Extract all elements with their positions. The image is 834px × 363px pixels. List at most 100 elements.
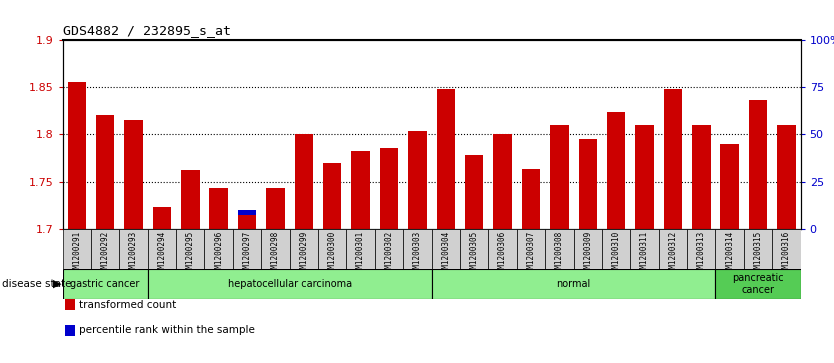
- Bar: [233, 229, 261, 269]
- Text: GSM1200312: GSM1200312: [668, 231, 677, 277]
- Bar: [351, 213, 369, 229]
- Bar: [636, 125, 654, 229]
- Text: percentile rank within the sample: percentile rank within the sample: [79, 325, 255, 335]
- Text: GSM1200294: GSM1200294: [158, 231, 167, 277]
- Text: normal: normal: [556, 279, 590, 289]
- Bar: [432, 229, 460, 269]
- Text: GSM1200308: GSM1200308: [555, 231, 564, 277]
- Bar: [176, 229, 204, 269]
- Text: GSM1200295: GSM1200295: [186, 231, 195, 277]
- Bar: [550, 125, 569, 229]
- Text: GSM1200309: GSM1200309: [583, 231, 592, 277]
- Text: GSM1200302: GSM1200302: [384, 231, 394, 277]
- Text: GSM1200303: GSM1200303: [413, 231, 422, 277]
- Bar: [148, 229, 176, 269]
- Bar: [607, 213, 626, 229]
- Bar: [602, 229, 631, 269]
- Bar: [692, 125, 711, 229]
- Text: GSM1200301: GSM1200301: [356, 231, 365, 277]
- Bar: [579, 139, 597, 229]
- Bar: [522, 169, 540, 229]
- Bar: [266, 188, 284, 229]
- Bar: [550, 213, 569, 229]
- Bar: [209, 188, 228, 229]
- Bar: [460, 229, 489, 269]
- Bar: [351, 151, 369, 229]
- Text: GSM1200306: GSM1200306: [498, 231, 507, 277]
- Bar: [181, 213, 199, 229]
- Bar: [124, 120, 143, 229]
- Bar: [346, 229, 374, 269]
- Bar: [119, 229, 148, 269]
- Text: GDS4882 / 232895_s_at: GDS4882 / 232895_s_at: [63, 24, 230, 37]
- Bar: [545, 229, 574, 269]
- Text: hepatocellular carcinoma: hepatocellular carcinoma: [228, 279, 352, 289]
- Bar: [489, 229, 517, 269]
- Text: ▶: ▶: [53, 279, 61, 289]
- Text: GSM1200292: GSM1200292: [101, 231, 109, 277]
- Bar: [96, 115, 114, 229]
- Bar: [636, 213, 654, 229]
- Bar: [408, 131, 427, 229]
- Bar: [323, 163, 341, 229]
- Bar: [687, 229, 716, 269]
- Bar: [153, 213, 171, 229]
- Bar: [408, 213, 427, 229]
- Bar: [522, 213, 540, 229]
- Bar: [379, 148, 399, 229]
- Bar: [517, 229, 545, 269]
- Bar: [374, 229, 403, 269]
- Text: GSM1200298: GSM1200298: [271, 231, 280, 277]
- Bar: [721, 144, 739, 229]
- Text: GSM1200315: GSM1200315: [754, 231, 762, 277]
- Bar: [294, 134, 313, 229]
- Bar: [63, 269, 148, 299]
- Bar: [494, 134, 512, 229]
- Bar: [494, 213, 512, 229]
- Bar: [721, 219, 739, 229]
- Bar: [294, 213, 313, 229]
- Bar: [68, 210, 86, 229]
- Bar: [749, 100, 767, 229]
- Bar: [744, 229, 772, 269]
- Text: GSM1200296: GSM1200296: [214, 231, 224, 277]
- Bar: [153, 207, 171, 229]
- Bar: [181, 170, 199, 229]
- Bar: [465, 213, 484, 229]
- Bar: [716, 269, 801, 299]
- Bar: [631, 229, 659, 269]
- Text: transformed count: transformed count: [79, 300, 177, 310]
- Bar: [777, 125, 796, 229]
- Bar: [664, 89, 682, 229]
- Bar: [777, 213, 796, 229]
- Text: gastric cancer: gastric cancer: [70, 279, 140, 289]
- Bar: [379, 213, 399, 229]
- Bar: [124, 210, 143, 229]
- Bar: [659, 229, 687, 269]
- Bar: [318, 229, 346, 269]
- Text: disease state: disease state: [2, 279, 71, 289]
- Text: GSM1200305: GSM1200305: [470, 231, 479, 277]
- Bar: [323, 213, 341, 229]
- Text: GSM1200310: GSM1200310: [611, 231, 620, 277]
- Bar: [607, 112, 626, 229]
- Text: GSM1200297: GSM1200297: [243, 231, 252, 277]
- Bar: [749, 213, 767, 229]
- Text: GSM1200313: GSM1200313: [696, 231, 706, 277]
- Bar: [238, 215, 256, 229]
- Bar: [436, 213, 455, 229]
- Text: pancreatic
cancer: pancreatic cancer: [732, 273, 784, 295]
- Bar: [63, 229, 91, 269]
- Bar: [96, 210, 114, 229]
- Bar: [68, 82, 86, 229]
- Text: GSM1200293: GSM1200293: [129, 231, 138, 277]
- Bar: [204, 229, 233, 269]
- Bar: [289, 229, 318, 269]
- Bar: [436, 89, 455, 229]
- Bar: [772, 229, 801, 269]
- Text: GSM1200304: GSM1200304: [441, 231, 450, 277]
- Bar: [148, 269, 432, 299]
- Text: GSM1200291: GSM1200291: [73, 231, 81, 277]
- Bar: [266, 213, 284, 229]
- Bar: [574, 229, 602, 269]
